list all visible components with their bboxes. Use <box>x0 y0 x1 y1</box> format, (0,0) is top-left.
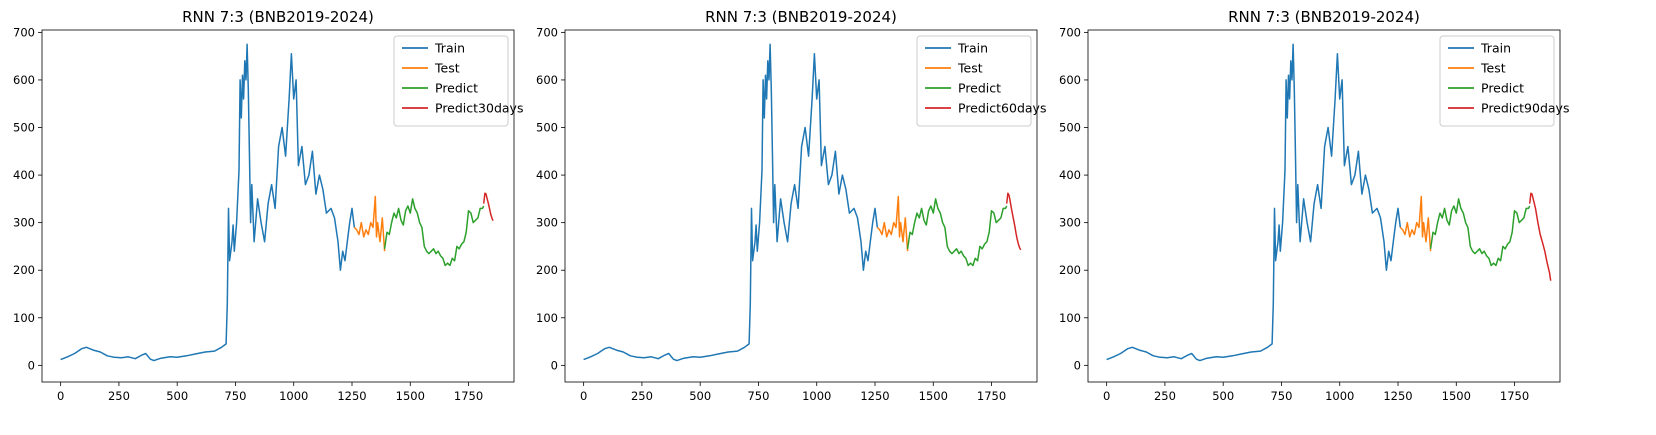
series-line-test <box>876 195 909 252</box>
y-tick-label: 600 <box>13 73 35 87</box>
y-tick-label: 400 <box>13 168 35 182</box>
y-tick-label: 200 <box>536 263 558 277</box>
y-tick-label: 500 <box>13 121 35 135</box>
y-tick-label: 100 <box>13 311 35 325</box>
x-tick-label: 500 <box>689 389 711 403</box>
legend: Train Test Predict Predict30days <box>393 35 523 127</box>
y-tick-label: 500 <box>536 121 558 135</box>
series-line-test <box>1399 195 1432 252</box>
series-line-train <box>60 43 356 362</box>
y-tick-label: 700 <box>13 25 35 39</box>
legend-label: Predict30days <box>435 101 523 116</box>
legend-label: Predict90days <box>1481 101 1569 116</box>
y-tick-label: 200 <box>1059 263 1081 277</box>
x-tick-label: 1750 <box>1500 389 1529 403</box>
y-tick-label: 300 <box>13 216 35 230</box>
series-group <box>583 43 1022 362</box>
series-line-predict <box>1429 198 1531 267</box>
x-tick-label: 250 <box>1154 389 1176 403</box>
chart-title: RNN 7:3 (BNB2019-2024) <box>705 8 897 26</box>
series-line-predict90days <box>1528 192 1552 281</box>
series-line-train <box>583 43 879 362</box>
legend-label: Predict <box>958 81 1001 96</box>
x-tick-label: 750 <box>1270 389 1292 403</box>
y-tick-label: 300 <box>536 216 558 230</box>
series-group <box>60 43 494 362</box>
y-tick-label: 700 <box>536 25 558 39</box>
plot-frame <box>564 29 1038 383</box>
legend: Train Test Predict Predict90days <box>1439 35 1569 127</box>
x-tick-label: 0 <box>57 389 64 403</box>
legend-label: Test <box>957 61 983 76</box>
x-tick-label: 1750 <box>977 389 1006 403</box>
x-tick-label: 1000 <box>279 389 308 403</box>
x-tick-label: 1000 <box>1325 389 1354 403</box>
chart-panel-3: RNN 7:3 (BNB2019-2024)0 250 500 750 1000 1250… <box>1059 8 1569 403</box>
x-tick-label: 1250 <box>337 389 366 403</box>
x-tick-label: 250 <box>108 389 130 403</box>
x-tick-label: 1500 <box>919 389 948 403</box>
y-tick-label: 200 <box>13 263 35 277</box>
chart-title: RNN 7:3 (BNB2019-2024) <box>1228 8 1420 26</box>
chart-title: RNN 7:3 (BNB2019-2024) <box>182 8 374 26</box>
legend-label: Predict <box>435 81 478 96</box>
x-tick-label: 500 <box>1212 389 1234 403</box>
series-group <box>1106 43 1552 362</box>
legend: Train Test Predict Predict60days <box>916 35 1046 127</box>
x-tick-label: 0 <box>1103 389 1110 403</box>
y-tick-label: 100 <box>1059 311 1081 325</box>
y-tick-label: 500 <box>1059 121 1081 135</box>
plot-frame <box>41 29 515 383</box>
plot-frame <box>1087 29 1561 383</box>
series-line-predict60days <box>1005 192 1022 251</box>
legend-box <box>1439 35 1555 127</box>
y-tick-label: 0 <box>551 358 558 372</box>
x-tick-label: 1250 <box>860 389 889 403</box>
x-tick-label: 750 <box>224 389 246 403</box>
y-tick-label: 0 <box>28 358 35 372</box>
x-tick-label: 1000 <box>802 389 831 403</box>
series-line-test <box>353 195 386 252</box>
series-line-train <box>1106 43 1402 362</box>
y-tick-label: 0 <box>1074 358 1081 372</box>
y-tick-label: 100 <box>536 311 558 325</box>
y-tick-label: 600 <box>1059 73 1081 87</box>
y-tick-label: 300 <box>1059 216 1081 230</box>
legend-box <box>393 35 509 127</box>
y-tick-label: 600 <box>536 73 558 87</box>
legend-label: Test <box>1480 61 1506 76</box>
chart-panel-1: RNN 7:3 (BNB2019-2024)0 250 500 750 1000 1250… <box>13 8 523 403</box>
y-tick-label: 400 <box>536 168 558 182</box>
x-tick-label: 1250 <box>1383 389 1412 403</box>
legend-label: Train <box>957 41 988 56</box>
x-tick-label: 0 <box>580 389 587 403</box>
x-tick-label: 500 <box>166 389 188 403</box>
legend-label: Test <box>434 61 460 76</box>
series-line-predict30days <box>482 192 494 221</box>
series-line-predict <box>906 198 1008 267</box>
legend-label: Predict60days <box>958 101 1046 116</box>
x-tick-label: 1500 <box>1442 389 1471 403</box>
series-line-predict <box>383 198 485 267</box>
legend-box <box>916 35 1032 127</box>
legend-label: Predict <box>1481 81 1524 96</box>
legend-label: Train <box>434 41 465 56</box>
x-tick-label: 1500 <box>396 389 425 403</box>
y-tick-label: 400 <box>1059 168 1081 182</box>
x-tick-label: 1750 <box>454 389 483 403</box>
chart-panel-2: RNN 7:3 (BNB2019-2024)0 250 500 750 1000 1250… <box>536 8 1046 403</box>
x-tick-label: 750 <box>747 389 769 403</box>
x-tick-label: 250 <box>631 389 653 403</box>
legend-label: Train <box>1480 41 1511 56</box>
y-tick-label: 700 <box>1059 25 1081 39</box>
